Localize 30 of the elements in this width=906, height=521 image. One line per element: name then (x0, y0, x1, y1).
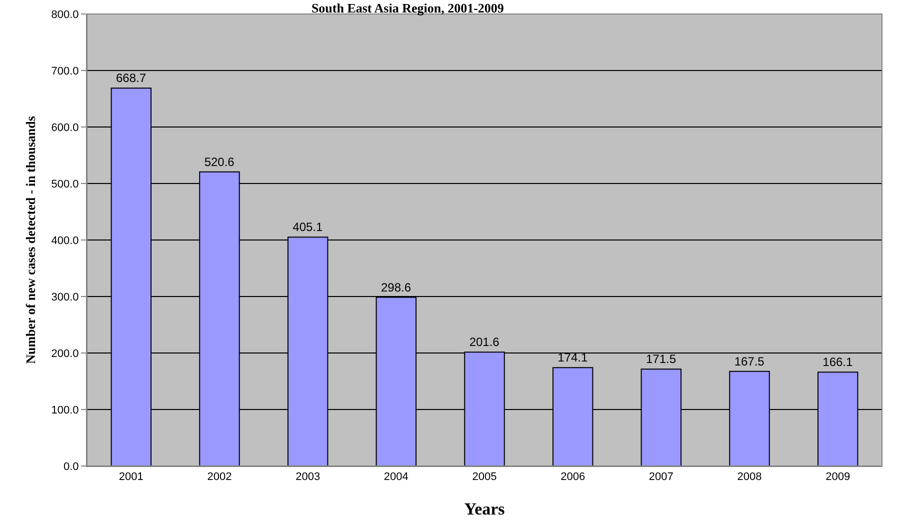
data-label: 166.1 (822, 355, 854, 370)
y-tick-label: 700.0 (51, 65, 79, 78)
y-tick-label: 800.0 (51, 8, 79, 21)
x-axis-title: Years (464, 500, 506, 519)
data-label: 405.1 (292, 220, 324, 234)
x-tick-label: 2002 (207, 471, 232, 484)
data-label: 174.1 (558, 350, 588, 365)
x-tick-label: 2003 (296, 471, 320, 484)
y-tick-label: 200.0 (51, 348, 79, 360)
data-label: 201.6 (469, 335, 500, 350)
data-label: 167.5 (734, 354, 765, 368)
y-tick-label: 400.0 (51, 234, 79, 247)
data-label: 668.7 (116, 71, 146, 86)
x-tick-label: 2004 (384, 471, 408, 484)
y-tick-label: 0.0 (64, 460, 79, 473)
x-tick-label: 2008 (737, 471, 762, 484)
chart-title: South East Asia Region, 2001-2009 (311, 0, 504, 16)
y-tick-label: 100.0 (51, 404, 79, 416)
y-tick-label: 600.0 (51, 122, 79, 134)
x-tick-label: 2005 (472, 471, 497, 484)
data-label: 520.6 (204, 154, 235, 169)
data-label: 171.5 (646, 352, 676, 366)
data-label: 298.6 (380, 280, 412, 294)
x-tick-label: 2006 (560, 471, 586, 484)
x-tick-label: 2009 (826, 471, 850, 484)
y-axis-title: Number of new cases detected - in thousands (23, 116, 38, 364)
x-tick-label: 2001 (118, 471, 144, 484)
y-tick-label: 500.0 (51, 178, 79, 190)
y-tick-label: 300.0 (51, 291, 79, 304)
x-tick-label: 2007 (648, 471, 674, 484)
